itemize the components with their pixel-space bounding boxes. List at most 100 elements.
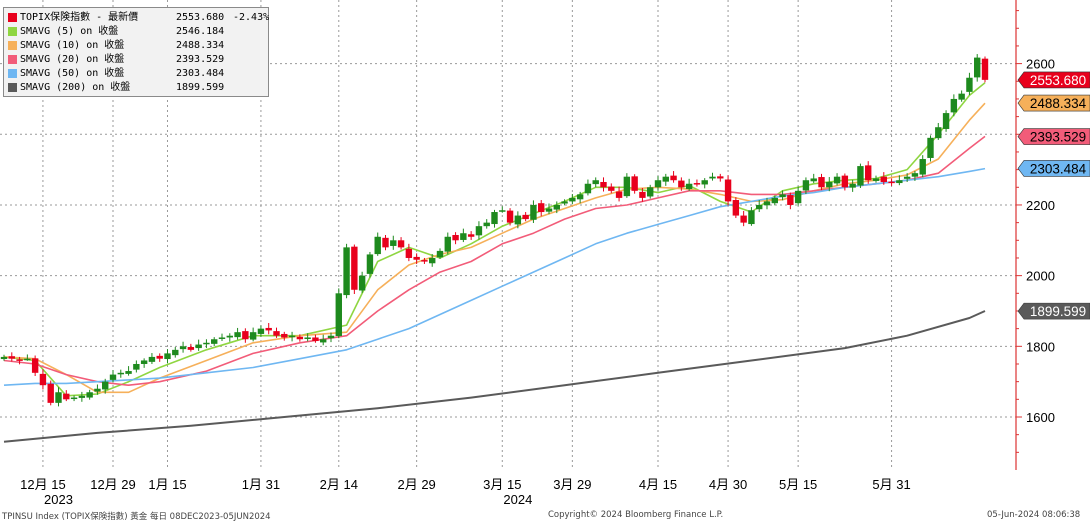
y-tick-label: 1800	[1026, 339, 1055, 354]
candle	[78, 391, 86, 402]
candle	[647, 184, 654, 199]
legend-main-swatch	[8, 13, 17, 22]
candle-body	[608, 186, 615, 191]
legend-sma20-value: 2393.529	[176, 54, 225, 65]
candle-body	[787, 195, 794, 205]
candle-body	[117, 372, 124, 375]
candle	[288, 331, 296, 342]
last-value-text: 2393.529	[1030, 130, 1086, 145]
candle	[187, 343, 195, 352]
candle	[522, 212, 529, 222]
candle-body	[491, 212, 498, 225]
moving-average-lines	[3, 82, 986, 443]
candle-body	[366, 254, 374, 274]
last-value-text: 2488.334	[1030, 96, 1087, 111]
legend-sma20-name: SMAVG (20) on 收盤	[20, 54, 125, 65]
x-year-label: 2023	[44, 492, 73, 507]
candle	[833, 173, 841, 186]
candle-body	[335, 293, 342, 337]
candlesticks	[0, 54, 989, 407]
candle-body	[94, 388, 101, 392]
candle	[16, 356, 23, 365]
candle	[631, 174, 638, 194]
x-tick-label: 2月 14	[320, 477, 358, 492]
legend-main-value: 2553.680	[176, 12, 225, 23]
candle-body	[553, 204, 560, 210]
candle-body	[483, 222, 490, 227]
candle	[865, 161, 872, 184]
candle	[794, 186, 802, 206]
last-value-label: 2393.529	[1017, 128, 1090, 145]
candle-body	[109, 374, 117, 380]
x-tick-label: 1月 31	[242, 477, 280, 492]
candle	[8, 352, 15, 362]
candle-body	[429, 257, 436, 264]
candle	[615, 186, 623, 202]
footer-copyright: Copyright© 2024 Bloomberg Finance L.P.	[548, 510, 724, 520]
legend-sma200-name: SMAVG (200) on 收盤	[20, 82, 131, 93]
candle	[366, 251, 374, 278]
x-tick-label: 4月 30	[709, 477, 747, 492]
candle	[958, 90, 965, 102]
candle	[390, 235, 397, 250]
candle	[140, 358, 148, 368]
candle	[670, 171, 677, 183]
candle-body	[927, 137, 934, 158]
last-value-label: 2488.334	[1017, 94, 1090, 112]
candle	[662, 173, 669, 186]
candle	[195, 339, 202, 351]
candle	[654, 175, 662, 191]
candle	[304, 333, 311, 342]
candle	[70, 395, 78, 402]
footer-source: TPINSU Index (TOPIX保険指數) 黃金 每日 08DEC2023…	[2, 512, 271, 522]
candle	[133, 360, 140, 373]
candle	[413, 253, 420, 264]
candle	[203, 339, 210, 349]
candle	[109, 369, 117, 383]
candle	[693, 179, 701, 187]
candle	[639, 188, 646, 202]
candle	[234, 327, 241, 340]
candle	[31, 355, 39, 376]
candle-body	[125, 371, 132, 374]
candle	[608, 183, 615, 194]
candle	[942, 110, 950, 132]
candle-body	[880, 176, 887, 182]
candle-body	[499, 210, 506, 212]
candle	[678, 177, 685, 191]
candle-body	[623, 176, 631, 197]
candle	[343, 243, 350, 299]
candle	[429, 254, 436, 267]
last-value-box	[1017, 94, 1090, 112]
legend-sma10-swatch	[8, 41, 17, 50]
candle-body	[981, 58, 989, 80]
candle-body	[102, 381, 109, 390]
candle	[576, 191, 584, 204]
candle	[265, 322, 272, 335]
candle-body	[514, 215, 522, 225]
candle-body	[631, 176, 638, 191]
legend-sma50-name: SMAVG (50) on 收盤	[20, 68, 125, 79]
candle-body	[382, 237, 389, 248]
candle	[771, 195, 778, 206]
candle-body	[779, 194, 786, 198]
candle-body	[8, 356, 15, 359]
candle-body	[919, 159, 926, 175]
candle-body	[242, 331, 249, 340]
candle-body	[203, 342, 210, 345]
candle-body	[584, 183, 592, 194]
candle	[39, 369, 47, 390]
candle	[327, 332, 335, 343]
y-tick-label: 2000	[1026, 269, 1055, 284]
candle-body	[662, 176, 669, 182]
candle-body	[452, 235, 459, 241]
candle-body	[530, 204, 537, 220]
candle	[561, 199, 568, 206]
candle-body	[685, 183, 693, 190]
candle-body	[218, 337, 226, 339]
x-tick-label: 12月 29	[90, 477, 136, 492]
candle	[553, 201, 560, 214]
candle	[218, 333, 226, 342]
candle-body	[841, 175, 849, 188]
candle	[257, 325, 265, 337]
